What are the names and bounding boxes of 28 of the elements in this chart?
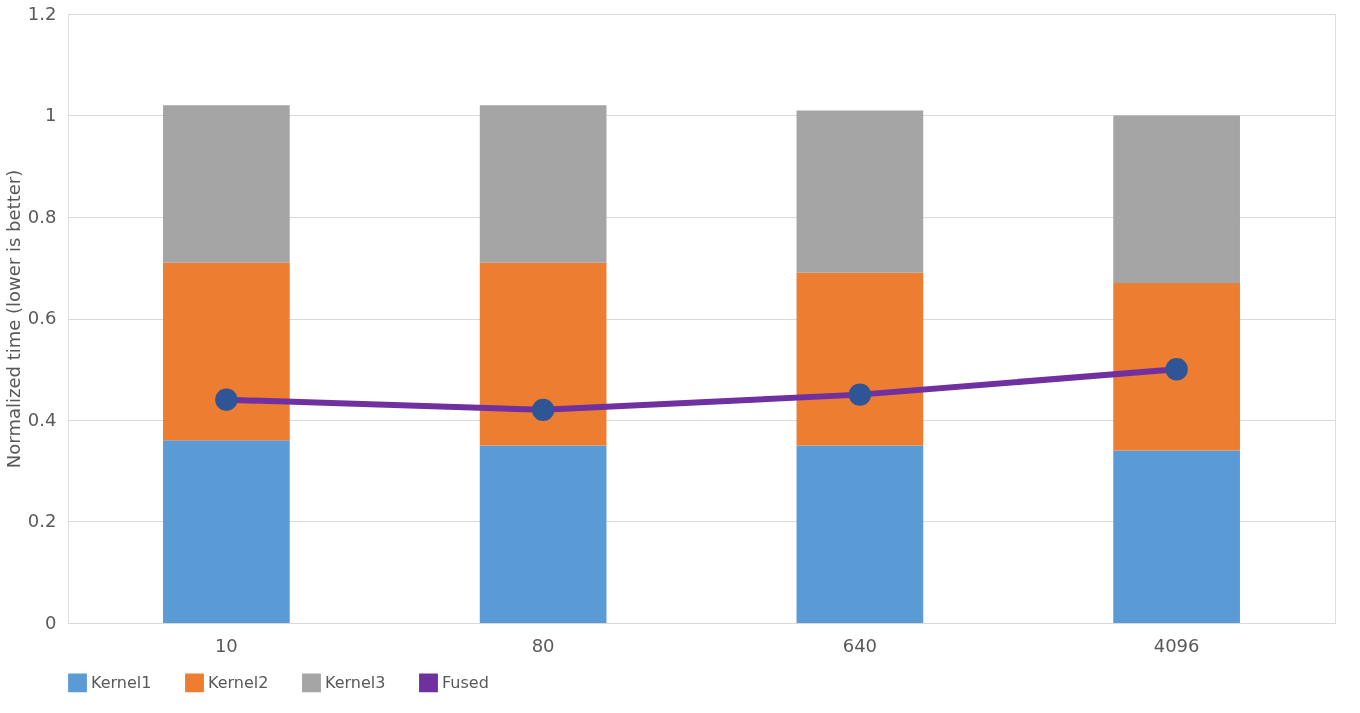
legend-label: Kernel3: [325, 672, 386, 692]
x-tick-label: 10: [214, 634, 238, 656]
legend-label: Kernel1: [91, 672, 152, 692]
bar: [479, 105, 607, 263]
bar: [796, 272, 924, 446]
y-tick-label: 0.8: [27, 205, 57, 227]
bar: [479, 262, 607, 446]
x-tick-label: 640: [842, 634, 878, 656]
y-tick-label: 0.4: [27, 408, 57, 430]
y-tick-label: 1.2: [27, 2, 57, 24]
legend-label: Fused: [442, 672, 489, 692]
y-tick-label: 0.6: [27, 307, 57, 328]
bar: [163, 105, 290, 263]
bar: [163, 262, 290, 441]
bar: [479, 445, 607, 623]
y-tick-label: 1: [45, 104, 57, 125]
bar: [796, 110, 924, 273]
bar: [1113, 450, 1240, 623]
bar: [163, 440, 290, 623]
y-axis-title: Normalized time (lower is better): [2, 169, 24, 469]
x-tick-label: 80: [531, 634, 555, 656]
legend-label: Kernel2: [208, 672, 269, 692]
bar: [1113, 115, 1240, 283]
y-tick-label: 0.2: [27, 510, 57, 531]
x-tick-label: 4096: [1153, 634, 1200, 656]
bar: [1113, 282, 1240, 451]
y-tick-label: 0: [45, 611, 57, 633]
bar: [796, 445, 924, 623]
